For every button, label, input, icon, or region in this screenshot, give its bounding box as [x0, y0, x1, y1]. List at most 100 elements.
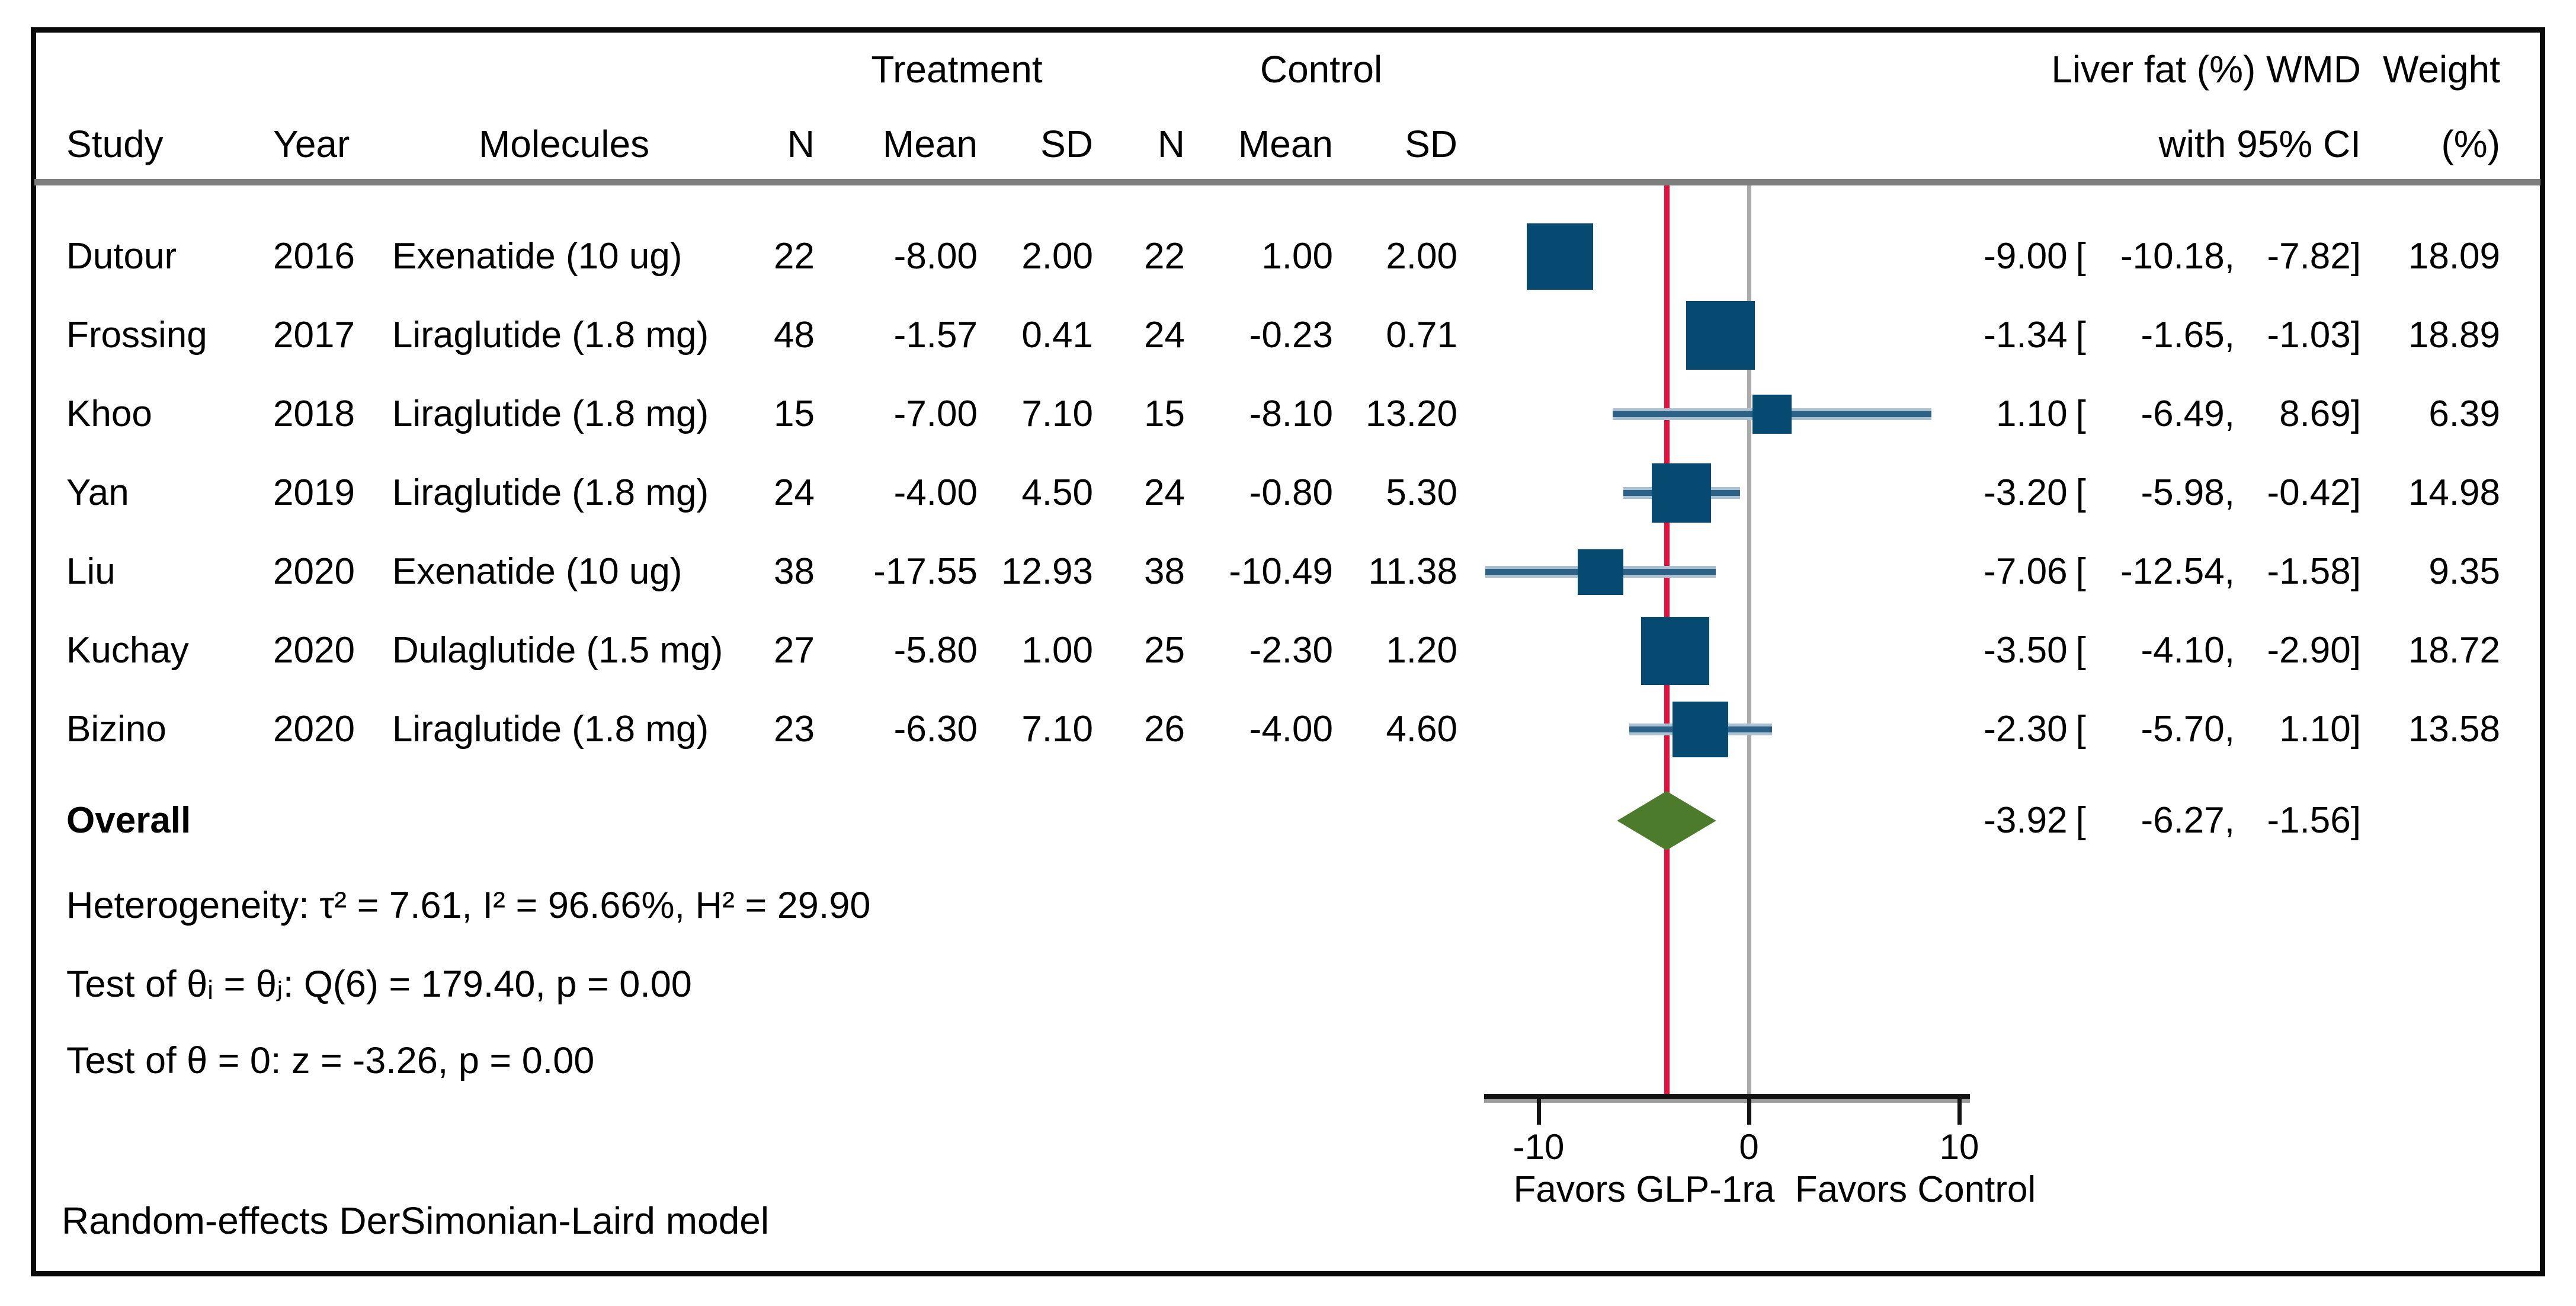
wmd-ci-value: -1.34[-1.65, -1.03] [1937, 296, 2361, 375]
header-weight-line1: Weight [2382, 48, 2500, 91]
treatment-sd: 0.41 [1021, 315, 1093, 356]
control-sd: 5.30 [1386, 472, 1457, 513]
ci-upper: -2.90 [2267, 630, 2351, 671]
control-sd: 0.71 [1386, 315, 1457, 356]
weight-value: 9.35 [2428, 551, 2500, 592]
col-header-treatment-sd: SD [1040, 123, 1093, 165]
treatment-sd: 4.50 [1021, 472, 1093, 513]
treatment-mean: -7.00 [893, 393, 978, 434]
wmd-estimate: -3.92 [1984, 800, 2068, 841]
treatment-mean: -17.55 [873, 551, 978, 592]
ci-close-bracket: ] [2350, 800, 2361, 841]
ci-open-bracket: [ [2075, 630, 2086, 671]
ci-lower: -6.27 [2141, 800, 2225, 841]
treatment-n: 22 [774, 236, 815, 277]
ci-lower: -6.49 [2141, 393, 2225, 434]
study-molecule: Dulaglutide (1.5 mg) [392, 630, 723, 671]
ci-lower: -5.98 [2141, 472, 2225, 513]
study-year: 2020 [273, 709, 355, 750]
figure-border [31, 27, 2545, 1276]
treatment-n: 23 [774, 709, 815, 750]
wmd-estimate: -3.50 [1984, 630, 2068, 671]
ci-upper: -7.82 [2267, 236, 2351, 277]
ci-upper: -1.03 [2267, 315, 2351, 356]
model-footnote: Random-effects DerSimonian-Laird model [62, 1199, 770, 1242]
study-molecule: Liraglutide (1.8 mg) [392, 472, 709, 513]
ci-lower: -4.10 [2141, 630, 2225, 671]
overall-label: Overall [66, 800, 191, 841]
wmd-estimate: -2.30 [1984, 709, 2068, 750]
test-theta-ij: Test of θᵢ = θⱼ: Q(6) = 179.40, p = 0.00 [66, 964, 692, 1005]
overall-wmd-ci: -3.92[-6.27, -1.56] [1937, 781, 2361, 860]
test-theta-zero: Test of θ = 0: z = -3.26, p = 0.00 [66, 1040, 595, 1081]
ci-upper: 1.10 [2279, 709, 2351, 750]
control-mean: -2.30 [1249, 630, 1333, 671]
weight-value: 18.72 [2408, 630, 2500, 671]
overall-row: Overall -3.92[-6.27, -1.56] [0, 781, 2576, 860]
control-sd: 13.20 [1365, 393, 1457, 434]
treatment-mean: -8.00 [893, 236, 978, 277]
control-sd: 11.38 [1368, 551, 1457, 592]
wmd-ci-value: -2.30[-5.70, 1.10] [1937, 690, 2361, 769]
ci-open-bracket: [ [2075, 236, 2086, 277]
control-mean: -4.00 [1249, 709, 1333, 750]
control-n: 38 [1144, 551, 1185, 592]
control-sd: 2.00 [1386, 236, 1457, 277]
header-effect-line2: with 95% CI [2158, 123, 2361, 165]
ci-open-bracket: [ [2075, 551, 2086, 592]
control-n: 22 [1144, 236, 1185, 277]
ci-open-bracket: [ [2075, 800, 2086, 841]
ci-upper: -1.58 [2267, 551, 2351, 592]
header-treatment-group: Treatment [871, 48, 1043, 91]
weight-value: 13.58 [2408, 709, 2500, 750]
study-year: 2018 [273, 393, 355, 434]
control-n: 25 [1144, 630, 1185, 671]
table-row: Kuchay 2020 Dulaglutide (1.5 mg) 27 -5.8… [0, 611, 2576, 690]
study-name: Liu [66, 551, 116, 592]
treatment-sd: 7.10 [1021, 393, 1093, 434]
treatment-mean: -1.57 [893, 315, 978, 356]
treatment-sd: 12.93 [1001, 551, 1093, 592]
study-year: 2017 [273, 315, 355, 356]
ci-comma: , [2224, 236, 2235, 277]
col-header-control-n: N [1157, 123, 1185, 165]
ci-close-bracket: ] [2350, 236, 2361, 277]
control-n: 26 [1144, 709, 1185, 750]
control-sd: 4.60 [1386, 709, 1457, 750]
treatment-n: 38 [774, 551, 815, 592]
treatment-mean: -4.00 [893, 472, 978, 513]
ci-open-bracket: [ [2075, 472, 2086, 513]
ci-comma: , [2224, 800, 2235, 841]
treatment-n: 27 [774, 630, 815, 671]
treatment-sd: 2.00 [1021, 236, 1093, 277]
weight-value: 18.09 [2408, 236, 2500, 277]
study-molecule: Liraglutide (1.8 mg) [392, 315, 709, 356]
ci-close-bracket: ] [2350, 551, 2361, 592]
ci-comma: , [2224, 315, 2235, 356]
ci-close-bracket: ] [2350, 393, 2361, 434]
treatment-mean: -5.80 [893, 630, 978, 671]
col-header-treatment-n: N [787, 123, 815, 165]
study-molecule: Exenatide (10 ug) [392, 551, 683, 592]
ci-comma: , [2224, 551, 2235, 592]
wmd-ci-value: -3.20[-5.98, -0.42] [1937, 453, 2361, 533]
col-header-molecules: Molecules [478, 123, 650, 165]
ci-upper: 8.69 [2279, 393, 2351, 434]
ci-lower: -12.54 [2120, 551, 2225, 592]
weight-value: 18.89 [2408, 315, 2500, 356]
ci-close-bracket: ] [2350, 709, 2361, 750]
study-molecule: Exenatide (10 ug) [392, 236, 683, 277]
control-mean: -8.10 [1249, 393, 1333, 434]
wmd-ci-value: -7.06[-12.54, -1.58] [1937, 532, 2361, 612]
ci-upper: -0.42 [2267, 472, 2351, 513]
ci-close-bracket: ] [2350, 315, 2361, 356]
weight-value: 14.98 [2408, 472, 2500, 513]
control-mean: -0.23 [1249, 315, 1333, 356]
study-year: 2020 [273, 630, 355, 671]
ci-close-bracket: ] [2350, 472, 2361, 513]
study-name: Frossing [66, 315, 207, 356]
control-mean: -0.80 [1249, 472, 1333, 513]
ci-close-bracket: ] [2350, 630, 2361, 671]
table-row: Yan 2019 Liraglutide (1.8 mg) 24 -4.00 4… [0, 453, 2576, 533]
x-tick-minus10: -10 [1513, 1127, 1565, 1167]
